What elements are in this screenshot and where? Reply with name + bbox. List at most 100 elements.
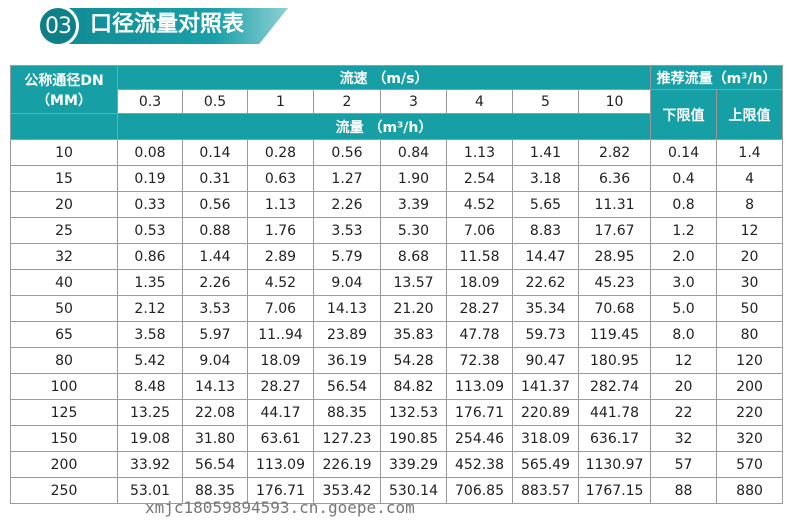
- dn-cell: 50: [10, 295, 118, 322]
- velocity-cell: 0.3: [117, 89, 183, 114]
- recommended-cell: 880: [716, 477, 784, 504]
- flow-cell: 441.78: [577, 399, 652, 426]
- dn-cell: 200: [10, 451, 118, 478]
- flow-cell: 2.26: [313, 191, 381, 218]
- velocity-cell: 4: [446, 89, 513, 114]
- dn-cell: 10: [10, 139, 118, 166]
- flow-cell: 0.08: [117, 139, 183, 166]
- flow-cell: 1.13: [446, 139, 513, 166]
- table-row: 250 53.01 88.35 176.71 353.42 530.14 706.85 883…: [10, 477, 784, 504]
- flow-cell: 45.23: [577, 269, 652, 296]
- flow-cell: 452.38: [446, 451, 513, 478]
- flow-cell: 0.56: [182, 191, 248, 218]
- flow-cell: 4.52: [446, 191, 513, 218]
- recommended-cell: 12: [650, 347, 718, 374]
- recommended-cell: 30: [716, 269, 784, 296]
- flow-cell: 530.14: [380, 477, 447, 504]
- recommended-cell: 3.0: [650, 269, 718, 296]
- flow-cell: 88.35: [182, 477, 248, 504]
- flow-cell: 1.90: [380, 165, 447, 192]
- recommended-cell: 80: [716, 321, 784, 348]
- flow-cell: 1.13: [247, 191, 314, 218]
- flow-cell: 53.01: [117, 477, 183, 504]
- recommended-cell: 2.0: [650, 243, 718, 270]
- flow-cell: 2.82: [577, 139, 652, 166]
- recommended-cell: 22: [650, 399, 718, 426]
- velocity-cell: 3: [380, 89, 447, 114]
- recommended-cell: 57: [650, 451, 718, 478]
- flow-cell: 0.33: [117, 191, 183, 218]
- flow-cell: 0.56: [313, 139, 381, 166]
- flow-cell: 113.09: [247, 451, 314, 478]
- flow-cell: 3.39: [380, 191, 447, 218]
- section-banner: [48, 8, 288, 44]
- flow-cell: 2.89: [247, 243, 314, 270]
- recommended-cell: 0.14: [650, 139, 718, 166]
- flow-cell: 90.47: [512, 347, 579, 374]
- dn-cell: 250: [10, 477, 118, 504]
- flow-cell: 180.95: [577, 347, 652, 374]
- flow-cell: 5.65: [512, 191, 579, 218]
- lower-label: 下限值: [650, 89, 718, 140]
- flow-cell: 1.44: [182, 243, 248, 270]
- flow-cell: 14.13: [313, 295, 381, 322]
- recommended-cell: 0.8: [650, 191, 718, 218]
- flow-cell: 84.82: [380, 373, 447, 400]
- flow-cell: 176.71: [247, 477, 314, 504]
- velocity-cell: 10: [577, 89, 652, 114]
- dn-cell: 80: [10, 347, 118, 374]
- flow-cell: 132.53: [380, 399, 447, 426]
- recommended-cell: 220: [716, 399, 784, 426]
- velocity-cell: 1: [247, 89, 314, 114]
- flow-cell: 0.84: [380, 139, 447, 166]
- flow-cell: 565.49: [512, 451, 579, 478]
- flow-cell: 8.83: [512, 217, 579, 244]
- flow-cell: 11.58: [446, 243, 513, 270]
- table-row: 80 5.42 9.04 18.09 36.19 54.28 72.38 90.47 180.9…: [10, 347, 784, 374]
- recommended-cell: 4: [716, 165, 784, 192]
- flow-cell: 1130.97: [577, 451, 652, 478]
- table-row: 200 33.92 56.54 113.09 226.19 339.29 452.38 565…: [10, 451, 784, 478]
- recommended-cell: 570: [716, 451, 784, 478]
- flow-cell: 13.25: [117, 399, 183, 426]
- watermark: xmjc18059894593.cn.goepe.com: [145, 498, 415, 517]
- recommended-header: 推荐流量（m³/h）: [650, 65, 784, 90]
- flow-cell: 3.58: [117, 321, 183, 348]
- flow-cell: 1.76: [247, 217, 314, 244]
- flow-cell: 353.42: [313, 477, 381, 504]
- flow-cell: 0.14: [182, 139, 248, 166]
- table-row: 15 0.19 0.31 0.63 1.27 1.90 2.54 3.18 6.36 0.4 4: [10, 165, 784, 192]
- flow-cell: 88.35: [313, 399, 381, 426]
- flow-cell: 119.45: [577, 321, 652, 348]
- flow-cell: 31.80: [182, 425, 248, 452]
- flow-cell: 35.83: [380, 321, 447, 348]
- dn-cell: 40: [10, 269, 118, 296]
- flow-cell: 8.48: [117, 373, 183, 400]
- flow-cell: 5.79: [313, 243, 381, 270]
- flow-cell: 113.09: [446, 373, 513, 400]
- section-title: 口径流量对照表: [90, 12, 245, 37]
- flow-cell: 0.63: [247, 165, 314, 192]
- flow-cell: 72.38: [446, 347, 513, 374]
- flow-cell: 339.29: [380, 451, 447, 478]
- flow-cell: 54.28: [380, 347, 447, 374]
- flow-cell: 59.73: [512, 321, 579, 348]
- table-row: 40 1.35 2.26 4.52 9.04 13.57 18.09 22.62 45.23 3.…: [10, 269, 784, 296]
- flow-cell: 282.74: [577, 373, 652, 400]
- recommended-cell: 88: [650, 477, 718, 504]
- flow-cell: 7.06: [247, 295, 314, 322]
- flow-cell: 14.13: [182, 373, 248, 400]
- table-row: 65 3.58 5.97 11..94 23.89 35.83 47.78 59.73 119.…: [10, 321, 784, 348]
- flow-cell: 4.52: [247, 269, 314, 296]
- flow-cell: 63.61: [247, 425, 314, 452]
- flow-cell: 19.08: [117, 425, 183, 452]
- flow-cell: 9.04: [313, 269, 381, 296]
- flow-cell: 127.23: [313, 425, 381, 452]
- recommended-cell: 1.2: [650, 217, 718, 244]
- flow-cell: 44.17: [247, 399, 314, 426]
- velocity-cell: 5: [512, 89, 579, 114]
- flow-cell: 176.71: [446, 399, 513, 426]
- table-row: 50 2.12 3.53 7.06 14.13 21.20 28.27 35.34 70.68 5…: [10, 295, 784, 322]
- flow-cell: 56.54: [182, 451, 248, 478]
- flow-cell: 11.31: [577, 191, 652, 218]
